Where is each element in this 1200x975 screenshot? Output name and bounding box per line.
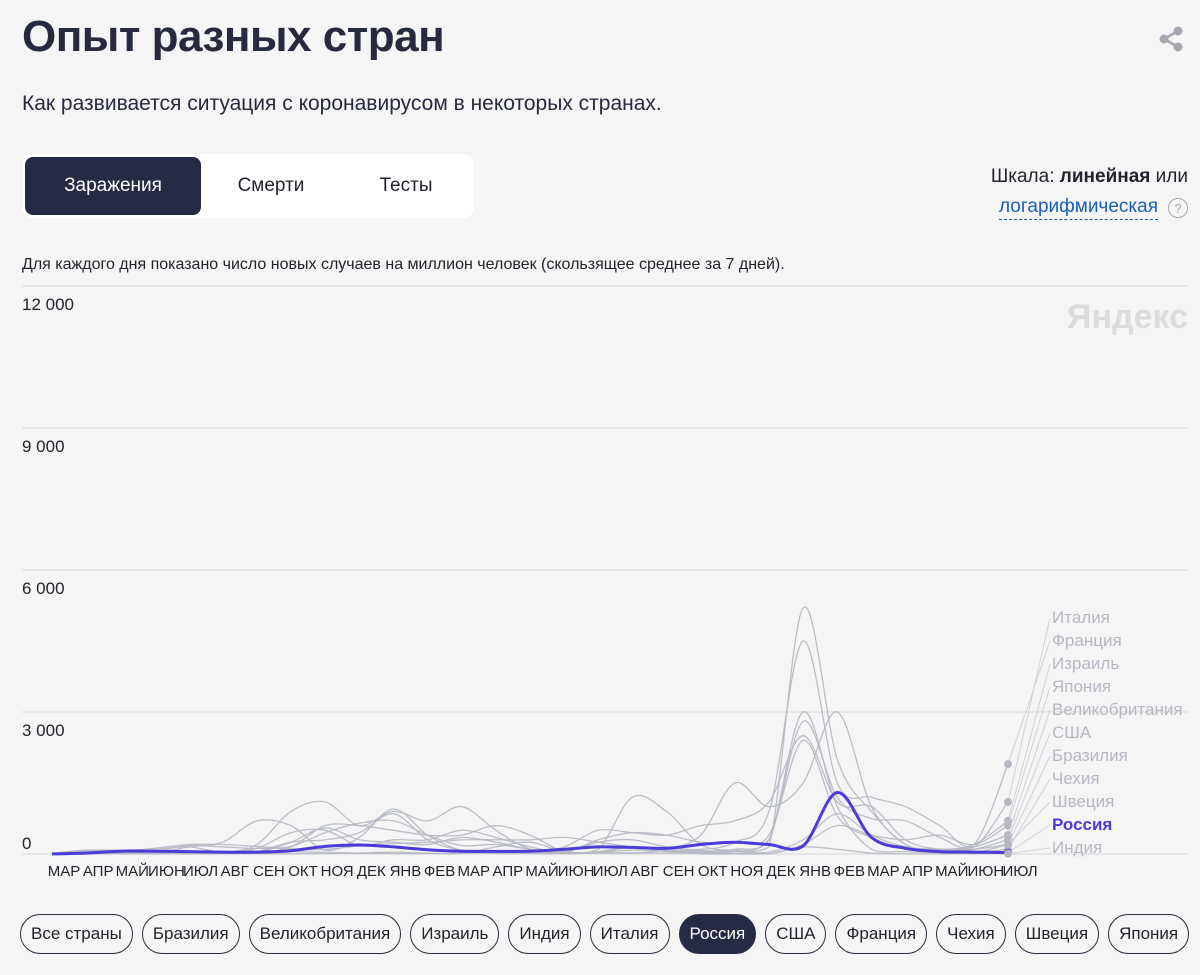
series-label: Россия	[1052, 815, 1112, 834]
scale-log-option[interactable]: логарифмическая	[999, 196, 1158, 220]
x-tick-label: ИЮН	[558, 863, 595, 880]
filter-india[interactable]: Индия	[508, 914, 581, 954]
leader-line	[1007, 732, 1051, 840]
x-tick-label: НОЯ	[321, 863, 354, 880]
chart-note: Для каждого дня показано число новых слу…	[22, 256, 785, 273]
series-label: Швеция	[1052, 792, 1114, 811]
leader-line	[1007, 686, 1051, 826]
x-tick-label: АПР	[83, 863, 114, 880]
scale-or: или	[1155, 166, 1188, 187]
x-tick-label: ФЕВ	[834, 863, 865, 880]
x-tick-label: МАЙ	[935, 862, 968, 880]
series-line-Франция	[51, 640, 1009, 855]
y-tick-label: 6 000	[22, 579, 65, 598]
x-tick-label: ФЕВ	[424, 863, 455, 880]
leader-line	[1007, 663, 1051, 821]
series-line-Швеция	[51, 711, 1009, 855]
x-tick-label: АВГ	[221, 863, 249, 880]
page-subtitle: Как развивается ситуация с коронавирусом…	[22, 92, 662, 115]
y-tick-label: 0	[22, 834, 31, 853]
x-tick-label: СЕН	[663, 863, 695, 880]
series-end-dot	[1004, 797, 1012, 806]
series-label: Франция	[1052, 631, 1122, 650]
series-line-Великобритания	[51, 735, 1009, 855]
x-tick-label: МАР	[48, 863, 81, 880]
scale-prefix: Шкала:	[990, 166, 1055, 187]
tab-deaths[interactable]: Смерти	[237, 175, 305, 196]
leader-line	[1007, 824, 1051, 853]
x-tick-label: ДЕК	[767, 863, 796, 880]
x-tick-label: ОКТ	[288, 863, 318, 880]
tab-infections[interactable]: Заражения	[25, 157, 201, 215]
filter-russia[interactable]: Россия	[678, 914, 757, 954]
series-label: Великобритания	[1052, 700, 1183, 719]
x-tick-label: ИЮН	[148, 863, 185, 880]
y-tick-label: 9 000	[22, 437, 65, 456]
filter-brazil[interactable]: Бразилия	[141, 914, 240, 954]
scale-selector: Шкала: линейная или логарифмическая ?	[991, 166, 1188, 220]
x-tick-label: МАЙ	[525, 862, 558, 880]
series-label: Италия	[1052, 608, 1110, 627]
series-label: США	[1052, 723, 1092, 742]
filter-usa[interactable]: США	[765, 914, 827, 954]
leader-line	[1007, 755, 1051, 845]
leader-line	[1007, 801, 1051, 845]
y-tick-label: 3 000	[22, 721, 65, 740]
series-label: Япония	[1052, 677, 1111, 696]
filter-italy[interactable]: Италия	[589, 914, 670, 954]
leader-line	[1007, 617, 1051, 803]
series-label: Чехия	[1052, 769, 1100, 788]
series-label: Израиль	[1052, 654, 1119, 673]
x-tick-label: ЯНВ	[799, 863, 831, 880]
series-label: Бразилия	[1052, 746, 1128, 765]
filter-japan[interactable]: Япония	[1108, 914, 1190, 954]
x-tick-label: ИЮН	[967, 863, 1004, 880]
filter-sweden[interactable]: Швеция	[1014, 914, 1100, 954]
series-line-Бразилия	[51, 813, 1009, 855]
x-tick-label: МАР	[457, 863, 490, 880]
leader-line	[1007, 640, 1051, 765]
x-tick-label: ОКТ	[698, 863, 728, 880]
scale-linear-option[interactable]: линейная	[1059, 166, 1151, 187]
y-tick-label: 12 000	[22, 295, 74, 314]
filter-czechia[interactable]: Чехия	[936, 914, 1006, 954]
x-tick-label: ИЮЛ	[1002, 863, 1037, 880]
x-tick-label: НОЯ	[730, 863, 763, 880]
x-tick-label: ИЮЛ	[183, 863, 218, 880]
x-tick-label: ЯНВ	[390, 863, 422, 880]
series-line-Россия	[51, 791, 1009, 856]
x-tick-label: АПР	[493, 863, 524, 880]
series-end-dot	[1004, 840, 1012, 849]
filter-israel[interactable]: Израиль	[410, 914, 500, 954]
x-tick-label: ДЕК	[357, 863, 386, 880]
x-tick-label: СЕН	[253, 863, 285, 880]
x-tick-label: АПР	[902, 863, 933, 880]
x-tick-label: МАЙ	[116, 862, 149, 880]
x-tick-label: ИЮЛ	[593, 863, 628, 880]
leader-line	[1007, 709, 1051, 836]
help-icon[interactable]: ?	[1168, 198, 1188, 218]
metric-tabs: Заражения Смерти Тесты	[22, 154, 474, 218]
tab-tests[interactable]: Тесты	[379, 175, 433, 196]
yandex-watermark: Яндекс	[1067, 298, 1188, 336]
page-title: Опыт разных стран	[22, 12, 445, 61]
filter-france[interactable]: Франция	[835, 914, 928, 954]
leader-line	[1007, 847, 1051, 855]
country-filter-bar: Все страны Бразилия Великобритания Израи…	[20, 914, 1190, 954]
filter-all[interactable]: Все страны	[20, 914, 133, 954]
share-icon[interactable]	[1156, 24, 1186, 54]
series-end-dot	[1004, 760, 1012, 769]
series-end-dot	[1004, 849, 1012, 858]
x-tick-label: АВГ	[630, 863, 658, 880]
series-label: Индия	[1052, 838, 1102, 857]
filter-uk[interactable]: Великобритания	[248, 914, 402, 954]
x-tick-label: МАР	[867, 863, 900, 880]
